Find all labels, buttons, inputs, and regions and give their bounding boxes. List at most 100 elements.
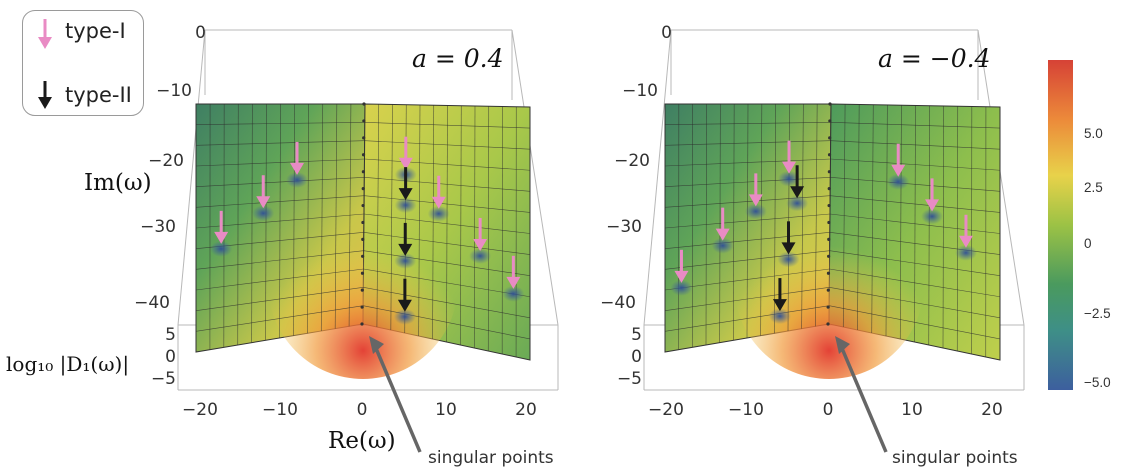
singular-point	[362, 119, 366, 123]
singular-point	[361, 220, 365, 225]
legend-markers	[38, 19, 52, 109]
type2-pole-arrow	[398, 167, 413, 201]
type2-pole-arrow	[772, 278, 787, 312]
type1-pole-arrow	[256, 175, 271, 209]
singular-point	[828, 102, 832, 106]
singular-point	[360, 271, 365, 275]
legend: type-I type-II	[22, 10, 144, 116]
re-axis-label: Re(ω)	[328, 428, 396, 454]
x-tick-label: −10	[262, 400, 298, 420]
type1-pole-arrow	[891, 143, 906, 177]
legend-type2-label: type-II	[65, 83, 132, 107]
type1-pole-arrow	[214, 210, 229, 244]
x-tick-label: 20	[981, 400, 1003, 420]
x-tick-label: 0	[823, 400, 834, 420]
z-tick-label: 0	[631, 347, 642, 367]
type1-pole-arrow	[782, 140, 797, 174]
singular-point	[826, 271, 831, 275]
type1-pole-arrow	[958, 214, 973, 248]
legend-type1-label: type-I	[65, 19, 126, 43]
left-panel-title: a = 0.4	[412, 44, 504, 73]
type1-legend-arrow-icon	[38, 19, 52, 49]
singular-points-label-left: singular points	[428, 448, 554, 468]
pole-spot	[786, 195, 809, 212]
singular-point	[362, 136, 366, 140]
singular-point	[828, 119, 832, 123]
z-tick-label: 5	[165, 325, 176, 345]
pole-spot	[777, 251, 800, 268]
pole-spot	[744, 203, 767, 220]
y-tick-label: −30	[140, 217, 176, 237]
x-tick-label: −20	[648, 400, 684, 420]
y-tick-label: −20	[614, 151, 650, 171]
x-tick-label: −10	[728, 400, 764, 420]
z-tick-label: −5	[617, 369, 642, 389]
singular-point	[361, 170, 365, 174]
type1-pole-arrow	[506, 255, 521, 289]
x-tick-label: −20	[182, 400, 218, 420]
x-tick-label: 20	[515, 400, 537, 420]
singular-point	[827, 220, 831, 225]
pole-spot	[502, 285, 525, 302]
singular-points-pointer	[835, 336, 888, 453]
singular-point	[826, 288, 830, 292]
right-panel-title: a = −0.4	[878, 44, 991, 73]
y-tick-label: −30	[606, 217, 642, 237]
singular-point	[361, 203, 365, 208]
type2-legend-arrow-icon	[38, 81, 52, 109]
singular-point	[360, 288, 364, 292]
type1-pole-arrow	[473, 217, 488, 251]
x-tick-label: 10	[435, 400, 457, 420]
singular-point	[826, 322, 830, 326]
y-tick-label: −10	[156, 81, 192, 101]
surface-mesh	[195, 103, 531, 358]
type1-pole-arrow	[398, 136, 413, 170]
pole-spot	[393, 308, 416, 325]
pole-spot	[252, 205, 275, 222]
singular-point	[827, 153, 832, 157]
type1-pole-arrow	[674, 249, 689, 283]
pole-spot	[768, 308, 791, 325]
y-tick-label: −40	[600, 293, 636, 313]
singular-point	[826, 305, 830, 309]
pole-spot	[887, 173, 910, 190]
pole-spot	[954, 244, 977, 261]
pole-spot	[286, 171, 309, 188]
type2-pole-arrow	[398, 222, 413, 256]
pole-spot	[921, 208, 944, 225]
singular-point	[360, 322, 364, 326]
pole-spot	[210, 240, 233, 257]
y-tick-label: −10	[622, 81, 658, 101]
type1-pole-arrow	[715, 207, 730, 241]
singular-point	[827, 203, 831, 208]
x-tick-label: 10	[901, 400, 923, 420]
type1-pole-arrow	[748, 173, 763, 207]
singular-point	[361, 254, 365, 258]
peak-glow	[734, 189, 924, 379]
colorbar-tick: 2.5	[1084, 180, 1103, 195]
bounding-box	[643, 29, 1025, 391]
pole-spot	[394, 197, 417, 214]
colorbar	[1048, 60, 1073, 390]
z-tick-label: 5	[631, 325, 642, 345]
singular-point	[360, 305, 364, 309]
type2-pole-arrow	[781, 221, 796, 255]
type1-pole-arrow	[290, 141, 305, 175]
singular-point	[361, 187, 365, 191]
pole-spot	[427, 205, 450, 222]
y-tick-label: 0	[195, 23, 206, 43]
type2-pole-arrow	[397, 278, 412, 312]
y-tick-label: −40	[134, 293, 170, 313]
colorbar-tick: −5.0	[1084, 375, 1111, 390]
type2-pole-arrow	[790, 165, 805, 199]
singular-points-label-right: singular points	[892, 448, 1018, 468]
colorbar-tick: 0	[1084, 236, 1092, 251]
pole-spot	[469, 247, 492, 264]
singular-point	[827, 170, 831, 174]
x-tick-label: 0	[357, 400, 368, 420]
im-axis-label: Im(ω)	[84, 170, 152, 196]
peak-glow	[268, 189, 458, 379]
